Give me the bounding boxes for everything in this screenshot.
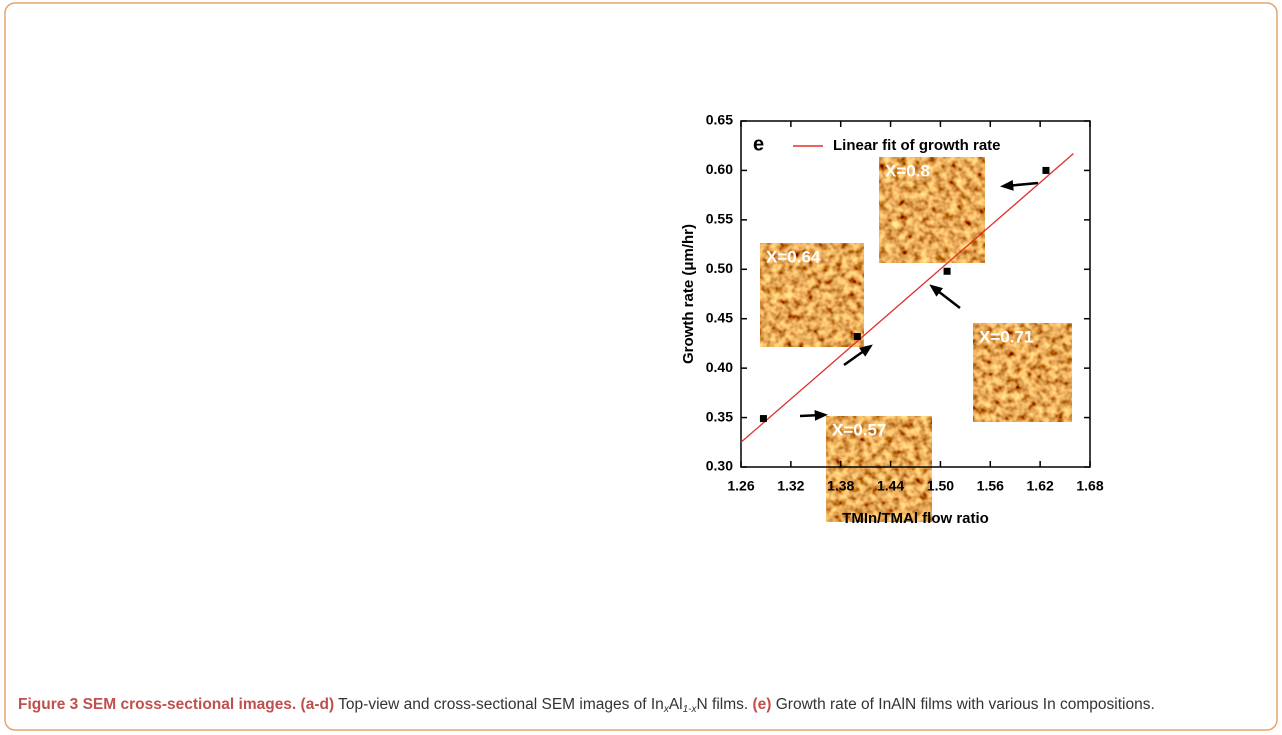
y-tick-label: 0.60 (706, 161, 733, 177)
caption-segment: Growth rate of InAlN films with various … (771, 696, 1155, 713)
x-tick-label: 1.44 (877, 478, 904, 494)
inset-label: X=0.64 (766, 247, 821, 266)
x-tick-label: 1.62 (1027, 478, 1054, 494)
caption: Figure 3 SEM cross-sectional images. (a-… (18, 694, 1258, 720)
figure-border (4, 2, 1278, 731)
x-tick-label: 1.50 (927, 478, 954, 494)
caption-segment: Top-view and cross-sectional SEM images … (334, 696, 664, 713)
caption-segment: 1-x (682, 704, 697, 715)
data-point (853, 333, 861, 341)
caption-segment: N films. (696, 696, 749, 713)
y-tick-label: 0.30 (706, 458, 733, 474)
y-tick-label: 0.50 (706, 260, 733, 276)
inset-label: X=0.71 (979, 327, 1033, 346)
x-tick-label: 1.26 (727, 478, 754, 494)
data-point (759, 415, 767, 423)
x-tick-label: 1.38 (827, 478, 854, 494)
x-tick-label: 1.56 (977, 478, 1004, 494)
caption-segment: (a-d) (296, 696, 335, 713)
caption-segment: Figure 3 SEM cross-sectional images. (18, 696, 297, 713)
data-point (1042, 166, 1050, 174)
y-tick-label: 0.40 (706, 359, 733, 375)
x-axis-label: TMIn/TMAl flow ratio (842, 510, 989, 527)
panel-label: e (753, 133, 764, 155)
legend-label: Linear fit of growth rate (833, 137, 1001, 154)
x-tick-label: 1.68 (1076, 478, 1103, 494)
caption-segment: x (663, 704, 669, 715)
data-point (943, 267, 951, 275)
y-axis-label: Growth rate (μm/hr) (680, 224, 697, 364)
arrow-head (859, 344, 873, 357)
y-tick-label: 0.55 (706, 211, 733, 227)
inset-label: X=0.8 (885, 161, 930, 180)
y-tick-label: 0.65 (706, 112, 733, 128)
arrow-head (814, 409, 828, 421)
fit-line (740, 153, 1074, 443)
afm-inset (973, 323, 1072, 422)
caption-segment: Al (668, 696, 683, 713)
arrow-head (929, 284, 943, 297)
x-tick-label: 1.32 (777, 478, 804, 494)
caption-segment: (e) (748, 696, 772, 713)
arrow-head (1000, 179, 1014, 191)
plot-frame (740, 120, 1091, 468)
inset-label: X=0.57 (832, 420, 886, 439)
afm-inset (826, 416, 932, 522)
y-tick-label: 0.45 (706, 309, 733, 325)
y-tick-label: 0.35 (706, 408, 733, 424)
afm-inset (760, 243, 864, 347)
chart: X=0.8 X=0.64 X=0.71 X=0.57 1.26 1.32 1.38 1.44 1… (680, 112, 1104, 527)
